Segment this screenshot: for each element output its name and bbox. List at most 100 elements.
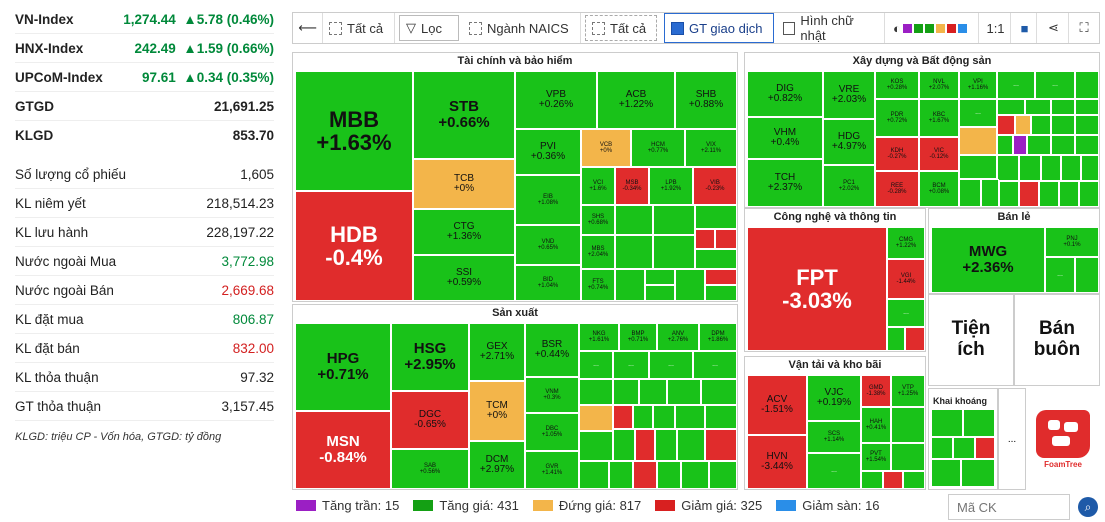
stock-tile-ctg[interactable]: CTG +1.36%	[413, 209, 515, 255]
stock-tile-dig[interactable]: DIG +0.82%	[747, 71, 823, 117]
stock-tile[interactable]	[905, 327, 925, 351]
upcom-index-row[interactable]: UPCoM-Index 97.61 ▲0.34 (0.35%)	[15, 63, 274, 92]
stock-tile[interactable]	[579, 461, 609, 489]
stock-tile-vhm[interactable]: VHM +0.4%	[747, 117, 823, 159]
stock-tile[interactable]: ...	[1035, 71, 1075, 99]
stock-tile-msb[interactable]: MSB -0.34%	[615, 167, 649, 205]
hnx-index-row[interactable]: HNX-Index 242.49 ▲1.59 (0.66%)	[15, 34, 274, 63]
share-button[interactable]: ⋖	[1039, 13, 1069, 43]
stock-tile[interactable]	[613, 405, 633, 429]
stock-tile[interactable]	[1059, 181, 1079, 207]
stock-tile-vpi[interactable]: VPI +1.16%	[959, 71, 997, 99]
more-sectors[interactable]: ...	[998, 388, 1026, 490]
stock-tile[interactable]	[1027, 135, 1051, 155]
stock-tile-kos[interactable]: KOS +0.28%	[875, 71, 919, 99]
stock-tile[interactable]	[975, 437, 995, 459]
stock-tile-tch[interactable]: TCH +2.37%	[747, 159, 823, 207]
stock-tile[interactable]	[695, 205, 737, 229]
stock-tile[interactable]	[667, 379, 701, 405]
stock-tile[interactable]	[997, 99, 1025, 115]
stock-tile[interactable]	[1081, 155, 1099, 181]
stock-tile[interactable]	[903, 471, 925, 489]
section-wholesale[interactable]: Bán buôn	[1014, 294, 1100, 386]
stock-tile-vre[interactable]: VRE +2.03%	[823, 71, 875, 119]
stock-tile[interactable]	[645, 269, 675, 285]
stock-tile-hdg[interactable]: HDG +4.97%	[823, 119, 875, 165]
stock-tile-gvr[interactable]: GVR +1.41%	[525, 451, 579, 489]
stock-tile-pvt[interactable]: PVT +1.54%	[861, 443, 891, 471]
stock-tile-fpt[interactable]: FPT -3.03%	[747, 227, 887, 351]
stock-tile[interactable]	[1051, 99, 1075, 115]
stock-tile[interactable]	[959, 127, 997, 155]
stock-tile[interactable]	[613, 379, 639, 405]
stock-tile-dpm[interactable]: DPM +1.86%	[699, 323, 737, 351]
stock-tile[interactable]	[615, 235, 653, 269]
stock-tile[interactable]	[1039, 181, 1059, 207]
stock-tile[interactable]	[1075, 135, 1099, 155]
stock-tile[interactable]	[861, 471, 883, 489]
stock-tile-vci[interactable]: VCI +1.6%	[581, 167, 615, 205]
stock-tile[interactable]	[931, 459, 961, 487]
save-button[interactable]: ■	[1013, 13, 1037, 43]
stock-tile-vnm[interactable]: VNM +0.3%	[525, 377, 579, 413]
stock-tile-shs[interactable]: SHS +0.68%	[581, 205, 615, 235]
stock-tile[interactable]: ...	[613, 351, 649, 379]
stock-tile[interactable]: ...	[1045, 257, 1075, 293]
stock-tile-mbb[interactable]: MBB +1.63%	[295, 71, 413, 191]
color-scheme-button[interactable]: ◐	[887, 13, 979, 43]
stock-tile[interactable]	[1051, 135, 1075, 155]
stock-tile[interactable]	[615, 205, 653, 235]
stock-tile[interactable]	[709, 461, 737, 489]
all-button-2[interactable]: Tất cả	[585, 15, 657, 41]
stock-tile[interactable]	[997, 155, 1019, 181]
stock-tile[interactable]	[1079, 181, 1099, 207]
stock-tile-vgi[interactable]: VGI -1.44%	[887, 259, 925, 299]
stock-tile-kdh[interactable]: KDH -0.27%	[875, 137, 919, 171]
stock-tile[interactable]	[579, 379, 613, 405]
stock-tile[interactable]: ...	[579, 351, 613, 379]
stock-tile[interactable]	[883, 471, 903, 489]
stock-tile[interactable]: ...	[959, 99, 997, 127]
stock-tile[interactable]	[1061, 155, 1081, 181]
stock-tile-bid[interactable]: BID +1.04%	[515, 265, 581, 301]
stock-tile[interactable]	[579, 431, 613, 461]
stock-tile[interactable]	[891, 407, 925, 443]
stock-tile-eib[interactable]: EIB +1.08%	[515, 175, 581, 225]
stock-tile[interactable]	[633, 461, 657, 489]
stock-tile-msn[interactable]: MSN -0.84%	[295, 411, 391, 489]
stock-tile-tcm[interactable]: TCM +0%	[469, 381, 525, 441]
stock-tile[interactable]	[579, 405, 613, 431]
stock-tile[interactable]: ...	[807, 453, 861, 489]
stock-tile[interactable]	[613, 429, 635, 461]
stock-tile-mbs[interactable]: MBS +2.04%	[581, 235, 615, 269]
stock-tile-pdr[interactable]: PDR +0.72%	[875, 99, 919, 137]
stock-tile[interactable]	[695, 229, 715, 249]
stock-tile-hdb[interactable]: HDB -0.4%	[295, 191, 413, 301]
stock-tile[interactable]	[963, 409, 995, 437]
stock-tile[interactable]	[639, 379, 667, 405]
stock-tile-dcm[interactable]: DCM +2.97%	[469, 441, 525, 489]
stock-tile-ssi[interactable]: SSI +0.59%	[413, 255, 515, 301]
stock-tile-vic[interactable]: VIC -0.12%	[919, 137, 959, 171]
stock-tile-dgc[interactable]: DGC -0.65%	[391, 391, 469, 449]
stock-tile[interactable]: ...	[887, 299, 925, 327]
stock-tile-anv[interactable]: ANV +2.76%	[657, 323, 699, 351]
stock-tile[interactable]	[653, 205, 695, 235]
stock-tile-stb[interactable]: STB +0.66%	[413, 71, 515, 159]
stock-tile-vix[interactable]: VIX +2.11%	[685, 129, 737, 167]
stock-tile-vjc[interactable]: VJC +0.19%	[807, 375, 861, 421]
stock-tile[interactable]	[1051, 115, 1075, 135]
stock-tile[interactable]	[1075, 71, 1099, 99]
legend-item[interactable]: Giảm sàn: 16	[776, 498, 880, 513]
stock-tile-acb[interactable]: ACB +1.22%	[597, 71, 675, 129]
stock-tile-lpb[interactable]: LPB +1.92%	[649, 167, 693, 205]
stock-tile[interactable]	[677, 429, 705, 461]
stock-tile-sab[interactable]: SAB +0.56%	[391, 449, 469, 489]
stock-tile-pc1[interactable]: PC1 +2.02%	[823, 165, 875, 207]
stock-tile-cmg[interactable]: CMG +1.22%	[887, 227, 925, 259]
stock-tile[interactable]	[1075, 257, 1099, 293]
stock-tile[interactable]	[997, 115, 1015, 135]
stock-tile-bmp[interactable]: BMP +0.71%	[619, 323, 657, 351]
stock-tile[interactable]	[701, 379, 737, 405]
stock-tile[interactable]	[609, 461, 633, 489]
